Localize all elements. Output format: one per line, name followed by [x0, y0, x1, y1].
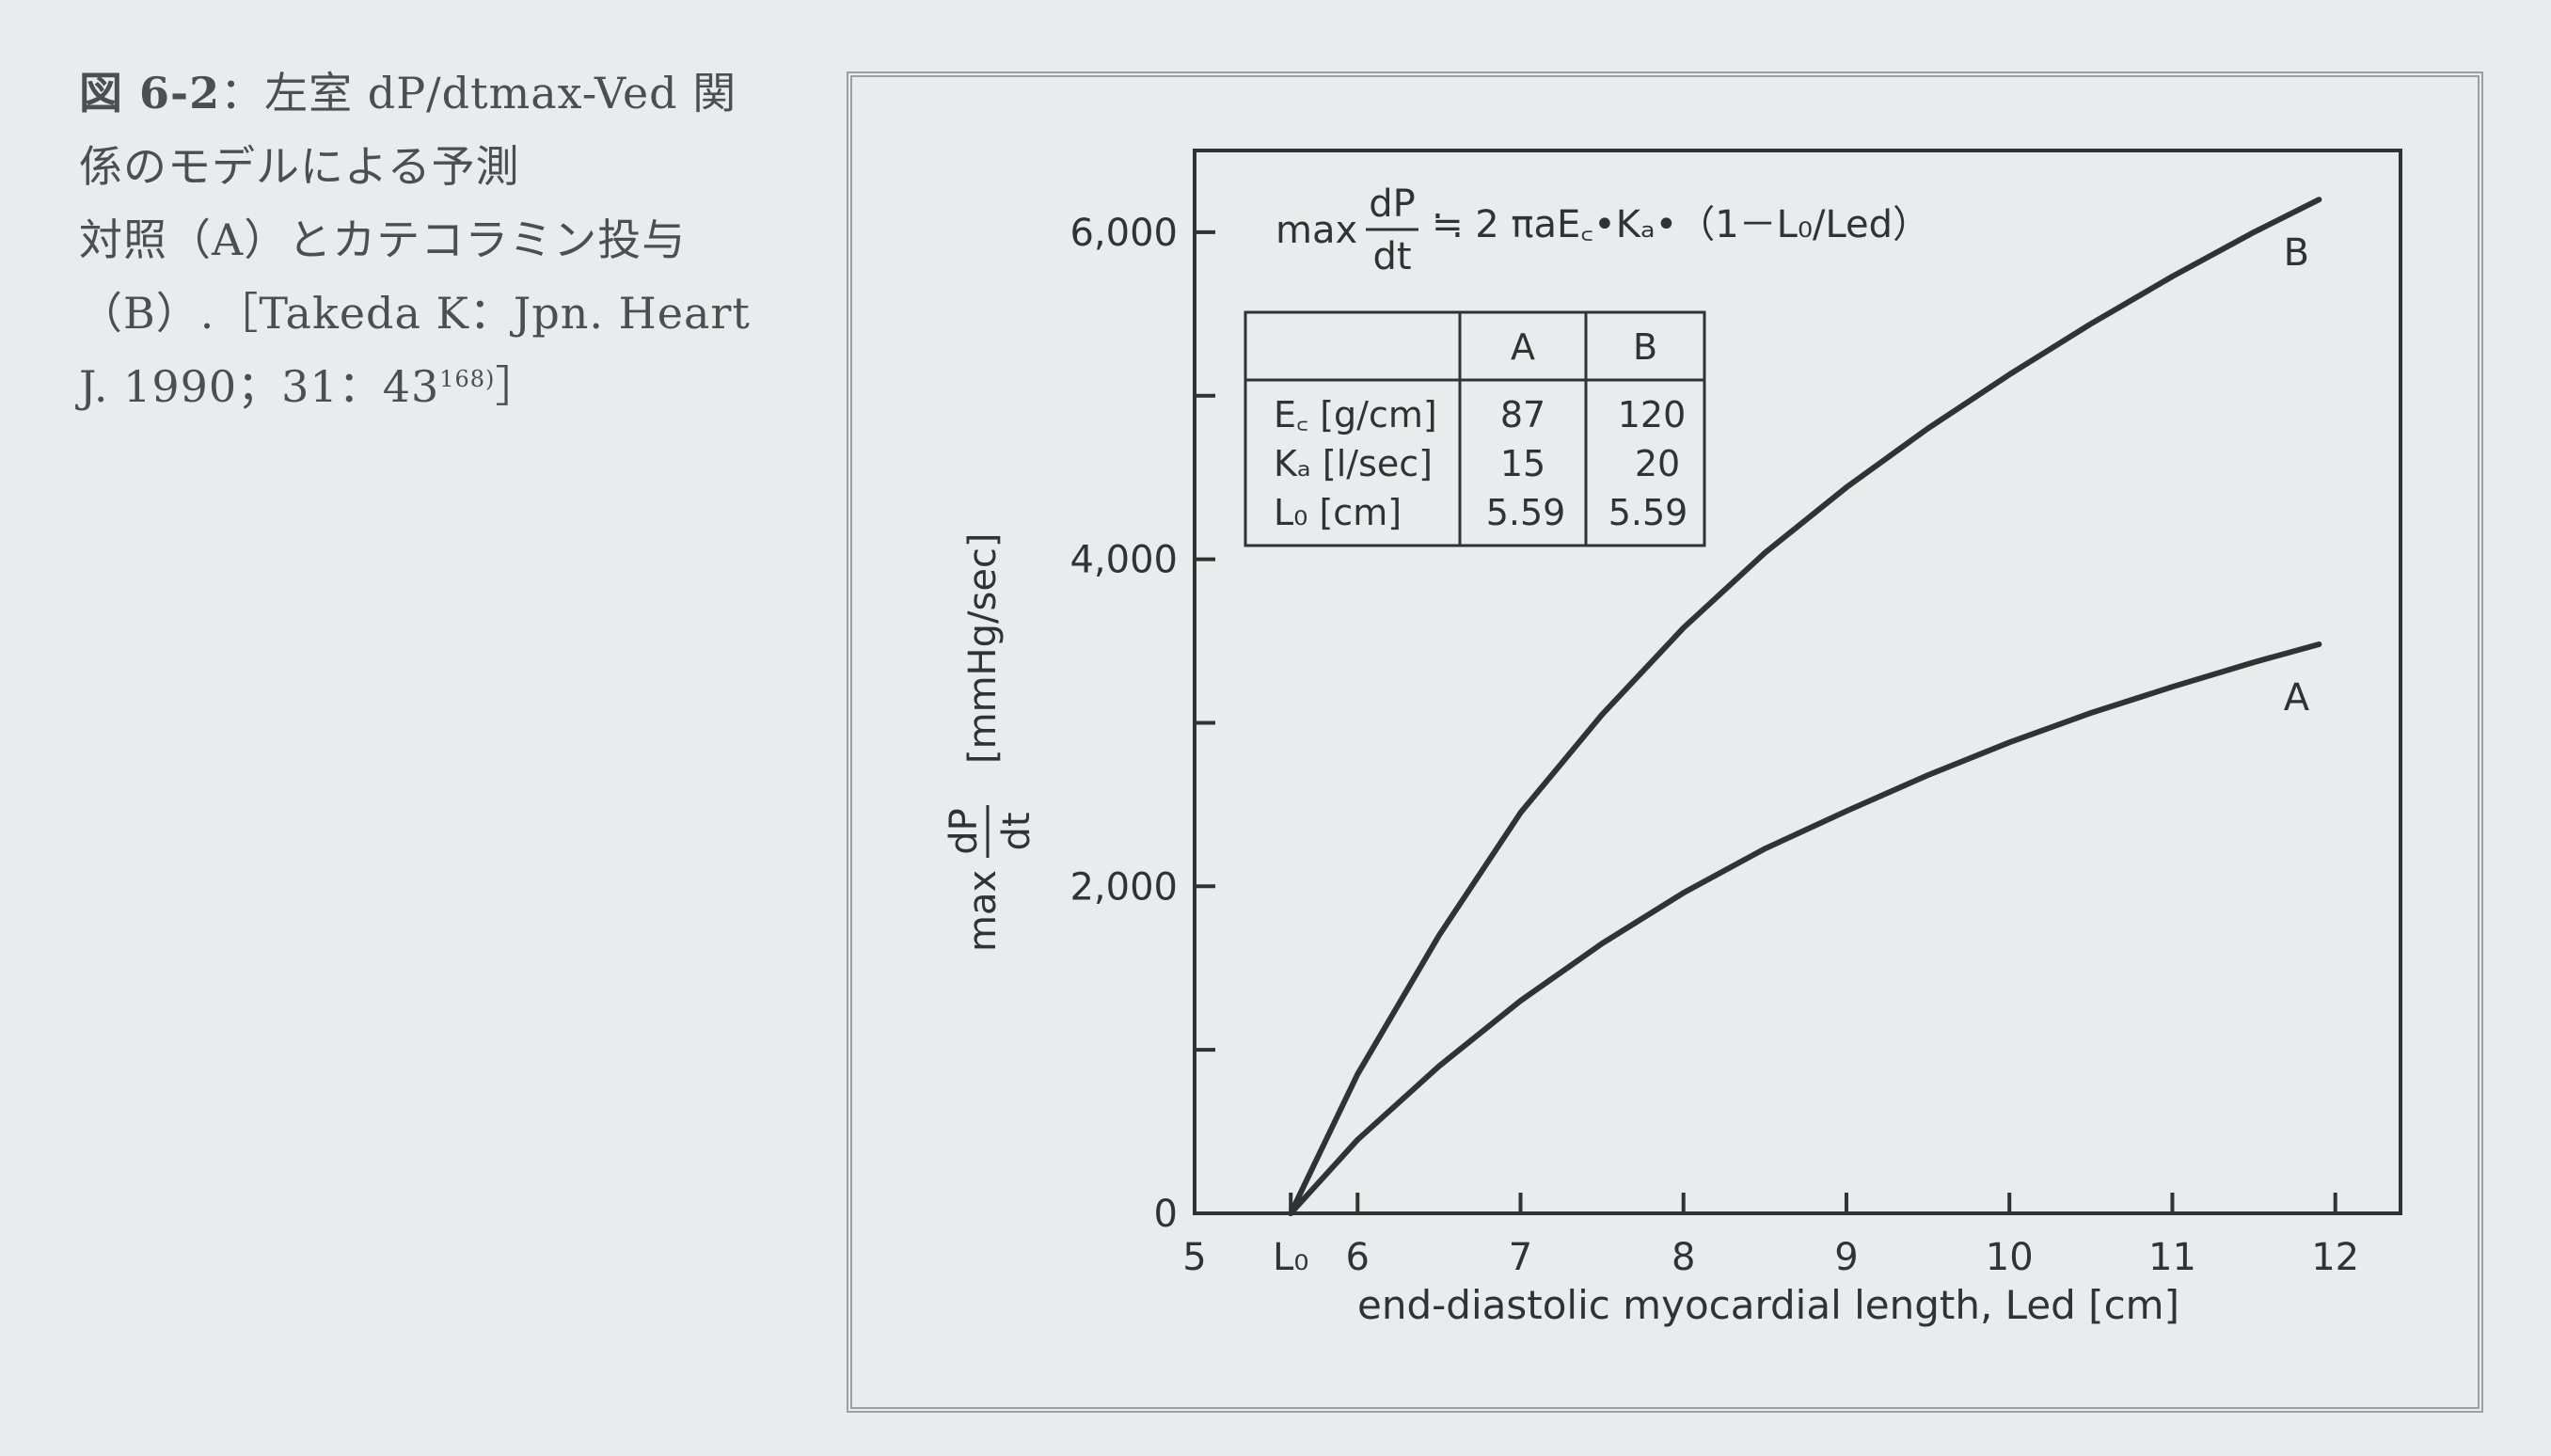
formula-numerator: dP — [1369, 182, 1416, 226]
formula: max dP dt ≒ 2 πaE꜀•Kₐ•（1－L₀/Led） — [1276, 182, 1930, 278]
x-axis-label: end-diastolic myocardial length, Led [cm… — [1357, 1282, 2179, 1328]
table-row-lo-label: L₀ [cm] — [1274, 492, 1402, 533]
formula-rhs: ≒ 2 πaE꜀•Kₐ•（1－L₀/Led） — [1432, 203, 1930, 246]
plot-axes — [1193, 149, 2402, 1215]
parameter-table: A B E꜀ [g/cm] 87 120 Kₐ [l/sec] 15 20 L₀… — [1244, 310, 1706, 547]
table-row-ec-label: E꜀ [g/cm] — [1274, 394, 1437, 435]
x-tick-label: L₀ — [1273, 1236, 1308, 1279]
caption-line-5: J. 1990；31：43168)］ — [79, 361, 540, 412]
table-row-ec-b: 120 — [1618, 394, 1687, 435]
table-header-b: B — [1633, 326, 1657, 368]
caption-line-3: 対照（A）とカテコラミン投与 — [79, 214, 687, 265]
table-row-lo-a: 5.59 — [1486, 492, 1566, 533]
plot-area-border — [1193, 149, 2402, 1215]
table-header-a: A — [1511, 326, 1535, 368]
figure-number: 図 6-2 — [79, 68, 221, 119]
figure-caption: 図 6-2：左室 dP/dtmax-Ved 関 係のモデルによる予測 対照（A）… — [79, 56, 794, 423]
series-label-a: A — [2284, 676, 2310, 720]
x-tick-label: 7 — [1509, 1236, 1532, 1279]
formula-denominator: dt — [1372, 235, 1411, 278]
table-row-ec-a: 87 — [1500, 394, 1545, 435]
formula-prefix: max — [1276, 209, 1357, 252]
x-tick-label: 9 — [1834, 1236, 1858, 1279]
x-tick-label: 12 — [2311, 1236, 2359, 1279]
figure-frame — [847, 71, 2483, 1413]
y-tick-label: 6,000 — [1070, 212, 1178, 255]
x-tick-label: 6 — [1346, 1236, 1370, 1279]
table-row-ka-label: Kₐ [l/sec] — [1274, 443, 1433, 484]
y-axis-label-denominator: dt — [995, 812, 1038, 850]
x-tick-label: 10 — [1986, 1236, 2034, 1279]
caption-line-4: （B）.［Takeda K：Jpn. Heart — [79, 288, 751, 339]
y-tick-label: 0 — [1154, 1193, 1178, 1236]
series-label-b: B — [2284, 231, 2309, 275]
y-axis-label: max dP dt [mmHg/sec] — [943, 532, 1038, 952]
caption-line-1: 図 6-2：左室 dP/dtmax-Ved 関 — [79, 68, 737, 119]
y-axis-label-prefix: max — [961, 870, 1005, 952]
y-tick-label: 4,000 — [1070, 539, 1178, 582]
table-border — [1244, 310, 1706, 547]
series-line-a — [1288, 641, 2322, 1216]
x-tick-label: 11 — [2148, 1236, 2196, 1279]
caption-line-2: 係のモデルによる予測 — [79, 141, 520, 192]
reference-number: 168) — [439, 366, 496, 392]
table-row-lo-b: 5.59 — [1608, 492, 1688, 533]
y-axis-label-units: [mmHg/sec] — [961, 532, 1005, 764]
y-axis-label-numerator: dP — [943, 808, 986, 855]
table-row-ka-b: 20 — [1635, 443, 1680, 484]
data-series: AB — [1288, 197, 2322, 1216]
table-row-ka-a: 15 — [1500, 443, 1545, 484]
x-tick-label: 5 — [1182, 1236, 1206, 1279]
x-tick-label: 8 — [1672, 1236, 1695, 1279]
series-line-b — [1288, 197, 2322, 1216]
y-tick-label: 2,000 — [1070, 865, 1178, 909]
